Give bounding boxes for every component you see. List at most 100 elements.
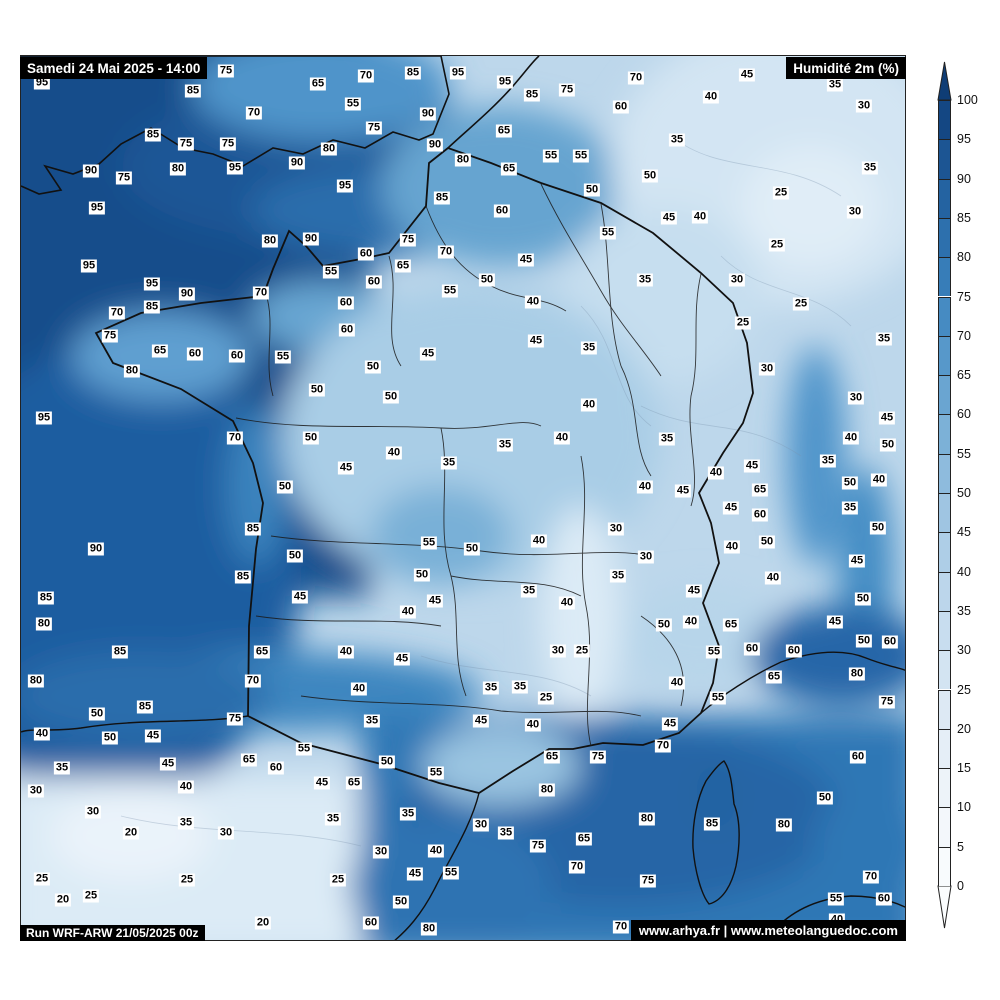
credits-label: www.arhya.fr | www.meteolanguedoc.com [638, 923, 898, 938]
humidity-value-label: 95 [80, 259, 98, 273]
colorbar-tick-label: 20 [957, 721, 971, 736]
humidity-colorbar: 100 95 90 85 80 75 70 65 60 55 50 45 40 35 30 25 20 15 10 5… [928, 55, 1000, 945]
humidity-value-label: 85 [144, 128, 162, 142]
humidity-value-label: 50 [583, 183, 601, 197]
humidity-value-label: 55 [599, 226, 617, 240]
humidity-value-label: 40 [33, 727, 51, 741]
colorbar-segment [938, 610, 951, 651]
humidity-value-label: 25 [573, 644, 591, 658]
humidity-value-label: 50 [382, 390, 400, 404]
humidity-value-label: 25 [178, 873, 196, 887]
humidity-value-label: 30 [637, 550, 655, 564]
humidity-value-label: 65 [394, 259, 412, 273]
humidity-value-label: 55 [420, 536, 438, 550]
colorbar-segment [938, 768, 951, 808]
humidity-value-label: 40 [691, 210, 709, 224]
humidity-value-label: 50 [392, 895, 410, 909]
humidity-value-label: 75 [639, 874, 657, 888]
colorbar-segment [938, 650, 951, 690]
contour-lines [120, 135, 852, 847]
humidity-value-label: 50 [641, 169, 659, 183]
humidity-value-label: 70 [108, 306, 126, 320]
humidity-value-label: 45 [472, 714, 490, 728]
humidity-value-label: 55 [572, 149, 590, 163]
humidity-value-label: 35 [636, 273, 654, 287]
humidity-value-label: 25 [33, 872, 51, 886]
colorbar-tick-label: 95 [957, 132, 971, 147]
humidity-value-label: 65 [543, 750, 561, 764]
humidity-value-label: 80 [454, 153, 472, 167]
colorbar-tick-label: 60 [957, 407, 971, 422]
humidity-value-label: 40 [399, 605, 417, 619]
humidity-value-label: 80 [261, 234, 279, 248]
humidity-value-label: 80 [848, 667, 866, 681]
humidity-value-label: 55 [295, 742, 313, 756]
humidity-value-label: 45 [826, 615, 844, 629]
humidity-value-label: 55 [827, 892, 845, 906]
humidity-value-label: 95 [336, 179, 354, 193]
colorbar-tick-label: 45 [957, 525, 971, 540]
colorbar-tick-label: 70 [957, 328, 971, 343]
humidity-value-label: 60 [337, 296, 355, 310]
humidity-value-label: 80 [420, 922, 438, 936]
humidity-value-label: 50 [841, 476, 859, 490]
colorbar-segment [938, 728, 951, 769]
colorbar-tick-label: 25 [957, 682, 971, 697]
humidity-value-label: 75 [589, 750, 607, 764]
humidity-value-label: 75 [219, 137, 237, 151]
humidity-value-label: 65 [722, 618, 740, 632]
humidity-value-label: 60 [267, 761, 285, 775]
humidity-value-label: 35 [875, 332, 893, 346]
humidity-value-label: 35 [482, 681, 500, 695]
humidity-value-label: 80 [775, 818, 793, 832]
humidity-value-label: 45 [674, 484, 692, 498]
humidity-value-label: 60 [365, 275, 383, 289]
humidity-value-label: 65 [765, 670, 783, 684]
humidity-value-label: 95 [143, 277, 161, 291]
colorbar-segment [938, 532, 951, 572]
humidity-value-label: 35 [496, 438, 514, 452]
variable-label: Humidité 2m (%) [793, 60, 899, 76]
humidity-value-label: 30 [607, 522, 625, 536]
colorbar-tick-label: 5 [957, 839, 964, 854]
colorbar-segment [938, 100, 951, 140]
humidity-value-label: 55 [442, 866, 460, 880]
colorbar-segment [938, 375, 951, 415]
humidity-value-label: 70 [437, 245, 455, 259]
colorbar-segment [938, 807, 951, 847]
humidity-value-label: 70 [357, 69, 375, 83]
humidity-value-label: 55 [427, 766, 445, 780]
humidity-value-label: 55 [709, 691, 727, 705]
humidity-value-label: 30 [855, 99, 873, 113]
humidity-value-label: 70 [568, 860, 586, 874]
humidity-value-label: 60 [493, 204, 511, 218]
colorbar-tick-label: 85 [957, 210, 971, 225]
humidity-value-label: 50 [758, 535, 776, 549]
humidity-value-label: 30 [27, 784, 45, 798]
colorbar-tick-label: 0 [957, 879, 964, 893]
date-time-bar: Samedi 24 Mai 2025 - 14:00 [20, 57, 208, 79]
humidity-value-label: 45 [517, 253, 535, 267]
humidity-value-label: 85 [433, 191, 451, 205]
humidity-value-label: 25 [82, 889, 100, 903]
colorbar-segment [938, 257, 951, 297]
humidity-value-label: 55 [542, 149, 560, 163]
humidity-value-label: 75 [529, 839, 547, 853]
humidity-value-label: 95 [35, 411, 53, 425]
humidity-value-label: 40 [668, 676, 686, 690]
humidity-value-label: 50 [101, 731, 119, 745]
humidity-value-label: 90 [178, 287, 196, 301]
humidity-value-label: 30 [472, 818, 490, 832]
humidity-value-label: 40 [636, 480, 654, 494]
humidity-value-label: 35 [520, 584, 538, 598]
humidity-value-label: 20 [122, 826, 140, 840]
humidity-value-label: 60 [362, 916, 380, 930]
humidity-value-label: 45 [291, 590, 309, 604]
humidity-value-label: 35 [580, 341, 598, 355]
humidity-value-label: 35 [511, 680, 529, 694]
humidity-value-label: 35 [658, 432, 676, 446]
colorbar-tick-label: 15 [957, 761, 971, 776]
humidity-value-label: 40 [524, 295, 542, 309]
colorbar-under-arrow [937, 885, 952, 929]
humidity-value-label: 45 [661, 717, 679, 731]
